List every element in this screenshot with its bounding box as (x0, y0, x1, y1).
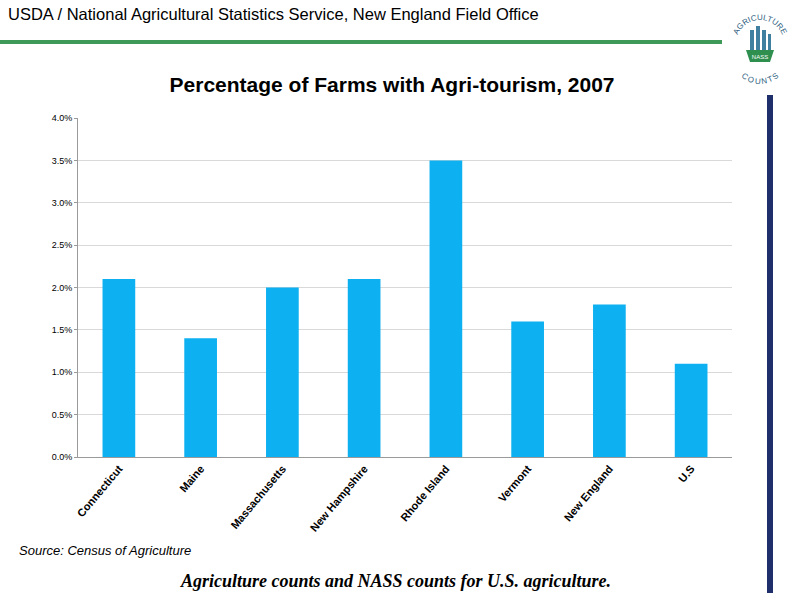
svg-text:COUNTS: COUNTS (740, 71, 780, 86)
svg-text:AGRICULTURE: AGRICULTURE (731, 13, 788, 36)
svg-text:Connecticut: Connecticut (75, 463, 125, 520)
svg-text:4.0%: 4.0% (52, 113, 73, 123)
svg-text:New Hampshire: New Hampshire (308, 463, 370, 534)
svg-text:2.5%: 2.5% (52, 240, 73, 250)
svg-text:3.5%: 3.5% (52, 156, 73, 166)
svg-text:U.S: U.S (676, 463, 697, 485)
html-text:Agriculture counts and NASS co: Agriculture counts and NASS counts for U… (180, 571, 612, 591)
html-text:Source: Census of Agriculture: Source: Census of Agriculture (19, 543, 192, 558)
svg-text:Vermont: Vermont (496, 463, 534, 505)
svg-text:New England: New England (562, 463, 616, 524)
svg-text:1.5%: 1.5% (52, 325, 73, 335)
svg-text:0.0%: 0.0% (52, 452, 73, 462)
svg-text:Rhode Island: Rhode Island (398, 463, 452, 524)
svg-text:NASS: NASS (752, 54, 768, 60)
svg-text:Massachusetts: Massachusetts (228, 463, 288, 531)
svg-text:2.0%: 2.0% (52, 283, 73, 293)
svg-text:1.0%: 1.0% (52, 367, 73, 377)
html-text:USDA / National Agricultural S: USDA / National Agricultural Statistics … (8, 5, 539, 23)
svg-text:3.0%: 3.0% (52, 198, 73, 208)
svg-text:Percentage of Farms with Agri-: Percentage of Farms with Agri-tourism, 2… (170, 73, 615, 96)
svg-text:0.5%: 0.5% (52, 410, 73, 420)
svg-text:Maine: Maine (177, 463, 206, 495)
